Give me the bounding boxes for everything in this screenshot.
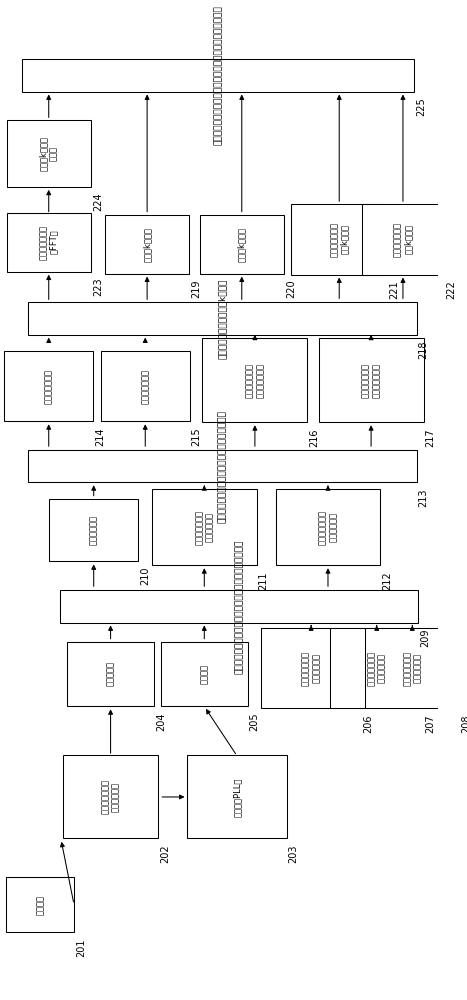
Text: 信息采集: 信息采集 (36, 895, 45, 915)
Text: 211: 211 (259, 571, 269, 590)
Text: 线路单位长度的
串联电感矩阵: 线路单位长度的 串联电感矩阵 (367, 651, 386, 686)
FancyBboxPatch shape (22, 59, 414, 92)
Text: 根据线路参数矩阵中对应模量和参数方程求取线路故障区段: 根据线路参数矩阵中对应模量和参数方程求取线路故障区段 (214, 5, 223, 145)
Text: 203: 203 (289, 844, 298, 863)
FancyBboxPatch shape (67, 642, 154, 706)
Text: 依据各节点处电压电流信息和线路参数构成初始模型矩阵: 依据各节点处电压电流信息和线路参数构成初始模型矩阵 (234, 539, 243, 674)
Text: 223: 223 (93, 277, 103, 296)
FancyBboxPatch shape (330, 628, 424, 708)
Text: 线路单位长度的
串联模阻抗矩阵: 线路单位长度的 串联模阻抗矩阵 (245, 363, 265, 398)
FancyBboxPatch shape (276, 489, 381, 565)
Text: 213: 213 (418, 488, 428, 507)
FancyBboxPatch shape (261, 628, 362, 708)
Text: 201: 201 (77, 938, 86, 957)
Text: 节点处k模电流: 节点处k模电流 (142, 227, 152, 262)
Text: 215: 215 (191, 427, 202, 446)
Text: 209: 209 (420, 628, 430, 647)
Text: 线路的相数: 线路的相数 (106, 661, 115, 686)
FancyBboxPatch shape (7, 120, 91, 187)
Text: 节点处k模电压: 节点处k模电压 (237, 227, 246, 262)
Text: 207: 207 (425, 714, 435, 733)
Text: 221: 221 (389, 280, 399, 299)
Text: 节点处k模电流
相位角: 节点处k模电流 相位角 (39, 136, 58, 171)
Text: 210: 210 (140, 567, 150, 585)
Text: 线路单位长度的
串联k模阻抗: 线路单位长度的 串联k模阻抗 (330, 222, 349, 257)
Text: 快速傅里叶变换
（FFT）: 快速傅里叶变换 （FFT） (39, 225, 58, 260)
Text: 208: 208 (461, 714, 467, 733)
Text: 222: 222 (446, 280, 456, 299)
Text: 225: 225 (416, 97, 426, 116)
FancyBboxPatch shape (7, 213, 91, 272)
Text: 205: 205 (250, 712, 260, 731)
Text: 206: 206 (364, 714, 374, 733)
Text: 224: 224 (93, 193, 103, 211)
FancyBboxPatch shape (101, 351, 190, 421)
Text: 节点处的各相电
压、电流信息: 节点处的各相电 压、电流信息 (101, 779, 120, 814)
Text: 217: 217 (425, 428, 435, 447)
FancyBboxPatch shape (187, 755, 287, 838)
FancyBboxPatch shape (49, 499, 138, 561)
FancyBboxPatch shape (63, 755, 158, 838)
Text: 202: 202 (160, 844, 170, 863)
Text: 线路单位长度的
串联阻抗矩阵: 线路单位长度的 串联阻抗矩阵 (195, 510, 214, 545)
FancyBboxPatch shape (362, 204, 444, 275)
Text: 线路单位长度的
并联k模导纳: 线路单位长度的 并联k模导纳 (393, 222, 413, 257)
Text: 212: 212 (382, 571, 392, 590)
FancyBboxPatch shape (6, 877, 75, 932)
FancyBboxPatch shape (366, 628, 459, 708)
FancyBboxPatch shape (161, 642, 248, 706)
FancyBboxPatch shape (199, 215, 284, 274)
Text: 利用相模变换矩阵将矩阵中的各变量变换至模域: 利用相模变换矩阵将矩阵中的各变量变换至模域 (218, 410, 226, 523)
Text: 基波频率: 基波频率 (200, 664, 209, 684)
Text: 204: 204 (156, 712, 166, 731)
FancyBboxPatch shape (4, 351, 93, 421)
FancyBboxPatch shape (105, 215, 189, 274)
Text: 214: 214 (95, 427, 105, 446)
Text: 220: 220 (286, 279, 296, 298)
Text: 相模变换矩阵: 相模变换矩阵 (89, 515, 98, 545)
Text: 218: 218 (418, 340, 428, 359)
Text: 各模量对应常微分方程组k阶矩阵: 各模量对应常微分方程组k阶矩阵 (218, 278, 226, 359)
FancyBboxPatch shape (152, 489, 257, 565)
Text: 线路单位长度的
并联导纳矩阵: 线路单位长度的 并联导纳矩阵 (318, 510, 338, 545)
FancyBboxPatch shape (28, 450, 417, 482)
Text: 219: 219 (191, 279, 201, 298)
FancyBboxPatch shape (202, 338, 307, 422)
FancyBboxPatch shape (60, 590, 418, 623)
Text: 锁相环（PLL）: 锁相环（PLL） (233, 777, 241, 817)
FancyBboxPatch shape (318, 338, 424, 422)
Text: 线路单位长度的
并联模导纳矩阵: 线路单位长度的 并联模导纳矩阵 (361, 363, 381, 398)
Text: 216: 216 (309, 428, 319, 447)
FancyBboxPatch shape (28, 302, 417, 335)
Text: 线路单位长度的
并联电容矩阵: 线路单位长度的 并联电容矩阵 (403, 651, 422, 686)
FancyBboxPatch shape (291, 204, 388, 275)
Text: 节点模电压矩阵: 节点模电压矩阵 (141, 369, 150, 404)
Text: 线路单位长度的
串联电阻矩阵: 线路单位长度的 串联电阻矩阵 (301, 651, 321, 686)
Text: 节点模电流矩阵: 节点模电流矩阵 (44, 369, 53, 404)
